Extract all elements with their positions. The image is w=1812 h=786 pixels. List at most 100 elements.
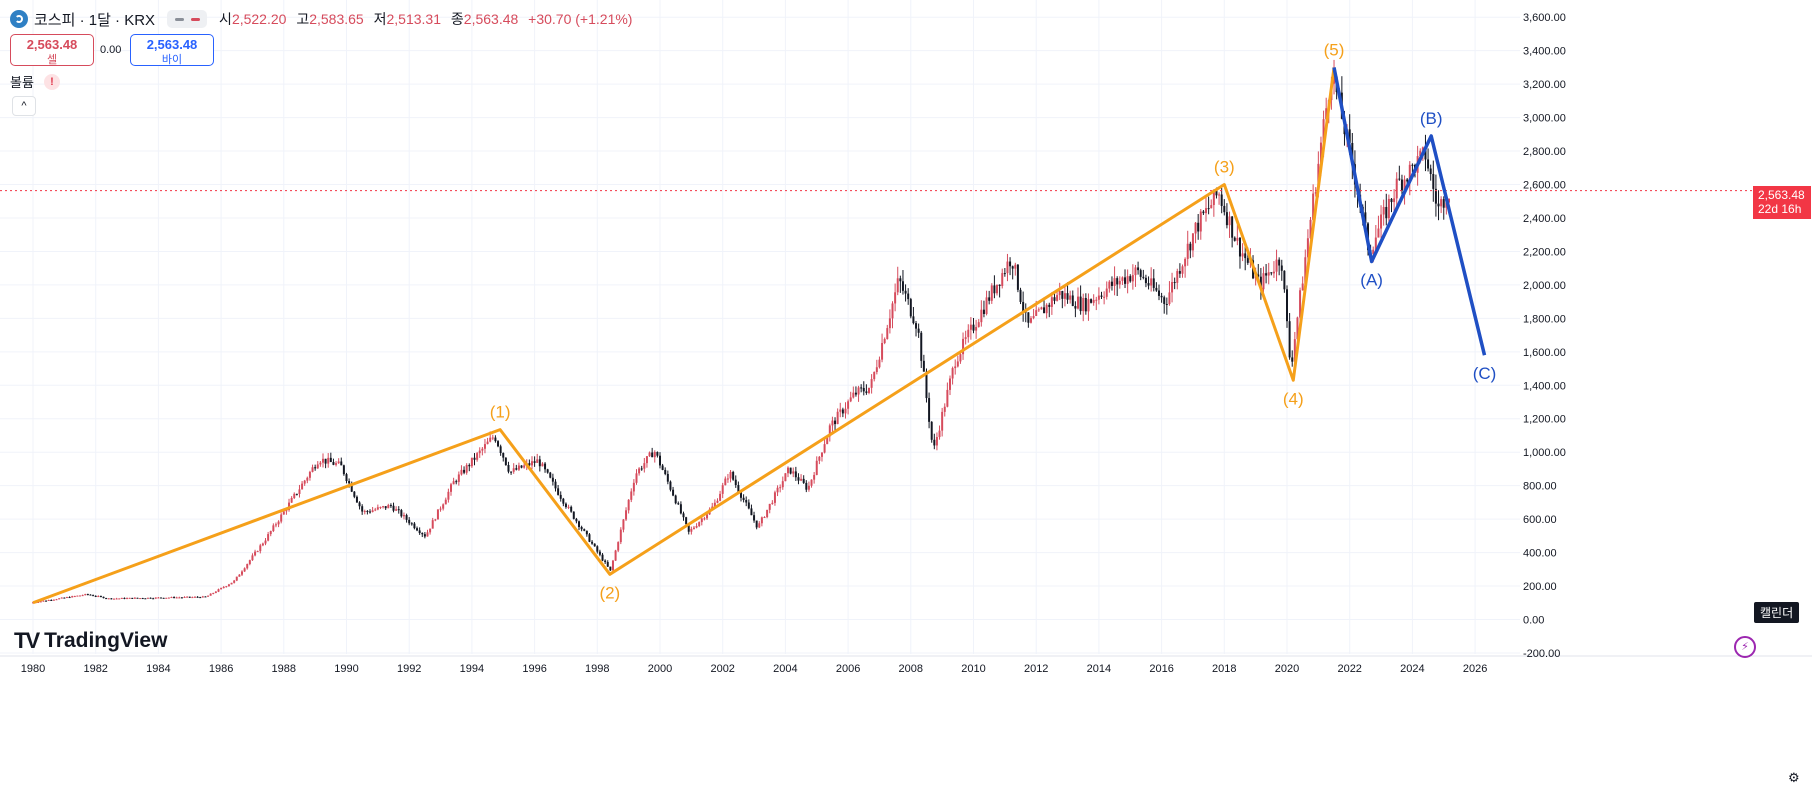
calendar-tag[interactable]: 캘린더 (1754, 602, 1800, 623)
candle-body (1238, 237, 1241, 257)
candle-body (557, 488, 560, 495)
candle-body (1087, 299, 1090, 312)
candle-body (348, 480, 351, 484)
time-tick-label: 1986 (209, 663, 233, 675)
candle-body (355, 496, 358, 503)
time-tick-label: 2022 (1337, 663, 1361, 675)
candle-body (695, 526, 698, 528)
candle-body (429, 528, 432, 533)
candle-body (1006, 261, 1009, 274)
candle-body (196, 596, 199, 598)
candle-body (549, 472, 552, 478)
candle-body (912, 316, 915, 324)
candle-body (418, 530, 421, 534)
elliott-wave-lines: (1) (2) (3) (4) (5) (A) (B) (C) (32, 40, 1496, 605)
candle-body (567, 506, 570, 508)
candle-body (149, 597, 152, 599)
time-axis[interactable]: 1980 1982 1984 1986 1988 1990 1992 1994 1996 1998… (21, 663, 1488, 675)
candle-body (1374, 237, 1377, 250)
candle-body (361, 506, 364, 512)
candle-body (170, 597, 173, 599)
settings-gear-icon[interactable]: ⚙ (1788, 770, 1800, 785)
candle-body (1191, 233, 1194, 251)
candle-body (1427, 159, 1430, 169)
candle-body (789, 467, 792, 474)
candle-body (1218, 194, 1221, 196)
price-axis[interactable]: -200.00 0.00 200.00 400.00 600.00 800.00 1,000… (1523, 12, 1566, 660)
candle-body (797, 477, 800, 481)
candle-body (1027, 312, 1030, 323)
candle-body (52, 599, 55, 601)
candle-body (739, 491, 742, 498)
candle-body (1199, 211, 1202, 232)
candle-body (1348, 129, 1351, 143)
candle-body (975, 326, 978, 331)
candle-body (89, 594, 92, 596)
candle-body (465, 465, 468, 473)
candle-body (201, 596, 204, 598)
symbol-title[interactable]: 코스피 · 1달 · KRX (34, 11, 156, 29)
candle-body (648, 452, 651, 457)
candle-body (214, 591, 217, 593)
candle-body (316, 464, 319, 469)
candle-body (583, 529, 586, 531)
candle-body (852, 392, 855, 398)
candle-body (79, 595, 82, 597)
candle-body (915, 323, 918, 329)
candle-body (447, 491, 450, 500)
candle-body (894, 292, 897, 304)
candle-body (1275, 259, 1278, 272)
candle-body (136, 597, 139, 599)
candle-body (1189, 243, 1192, 251)
tradingview-logo[interactable]: TV TradingView (14, 628, 167, 654)
warning-icon[interactable]: ! (43, 73, 60, 90)
volume-indicator[interactable]: 볼륨 ! (10, 72, 60, 91)
ohlc-readout: 시2,522.20 고2,583.65 저2,513.31 종2,563.48 … (219, 11, 633, 27)
candle-body (611, 560, 614, 571)
candle-body (1442, 199, 1445, 208)
candle-body (1325, 108, 1328, 120)
wave-label: (3) (1214, 158, 1235, 177)
candle-body (1050, 297, 1053, 307)
price-tick-label: 2,600.00 (1523, 180, 1566, 192)
candle-body (776, 487, 779, 493)
candle-body (342, 465, 345, 475)
price-tick-label: 2,400.00 (1523, 213, 1566, 225)
candle-body (408, 519, 411, 524)
candle-body (1048, 304, 1051, 307)
candle-body (834, 420, 837, 425)
candle-body (468, 465, 471, 467)
sell-button[interactable]: 2,563.48 셀 (10, 34, 94, 66)
candle-body (1053, 297, 1056, 301)
candle-body (596, 546, 599, 552)
price-tick-label: 1,000.00 (1523, 447, 1566, 459)
candle-body (528, 463, 531, 466)
candle-body (541, 463, 544, 467)
chart-grid (0, 0, 1812, 657)
candle-body (178, 597, 181, 599)
candle-body (502, 453, 505, 458)
candle-body (1131, 275, 1134, 282)
candle-body (659, 455, 661, 466)
candle-body (930, 421, 933, 440)
candle-body (716, 500, 719, 503)
candle-body (507, 464, 510, 472)
candle-body (1304, 257, 1307, 284)
candle-body (1205, 208, 1208, 214)
candle-body (1103, 296, 1106, 298)
candle-body (165, 597, 168, 599)
collapse-legend-button[interactable]: ^ (12, 96, 36, 116)
buy-button[interactable]: 2,563.48 바이 (130, 34, 214, 66)
candle-body (920, 332, 923, 361)
lightning-icon[interactable]: ⚡ (1734, 636, 1756, 658)
candle-body (831, 420, 834, 426)
candle-body (536, 459, 539, 463)
candle-body (217, 589, 220, 592)
candle-body (828, 425, 831, 437)
candle-body (400, 510, 403, 517)
correction-wave-line (1332, 67, 1487, 356)
series-visibility-toggle[interactable] (167, 10, 208, 28)
candle-body (606, 562, 609, 567)
candle-body (353, 491, 356, 497)
